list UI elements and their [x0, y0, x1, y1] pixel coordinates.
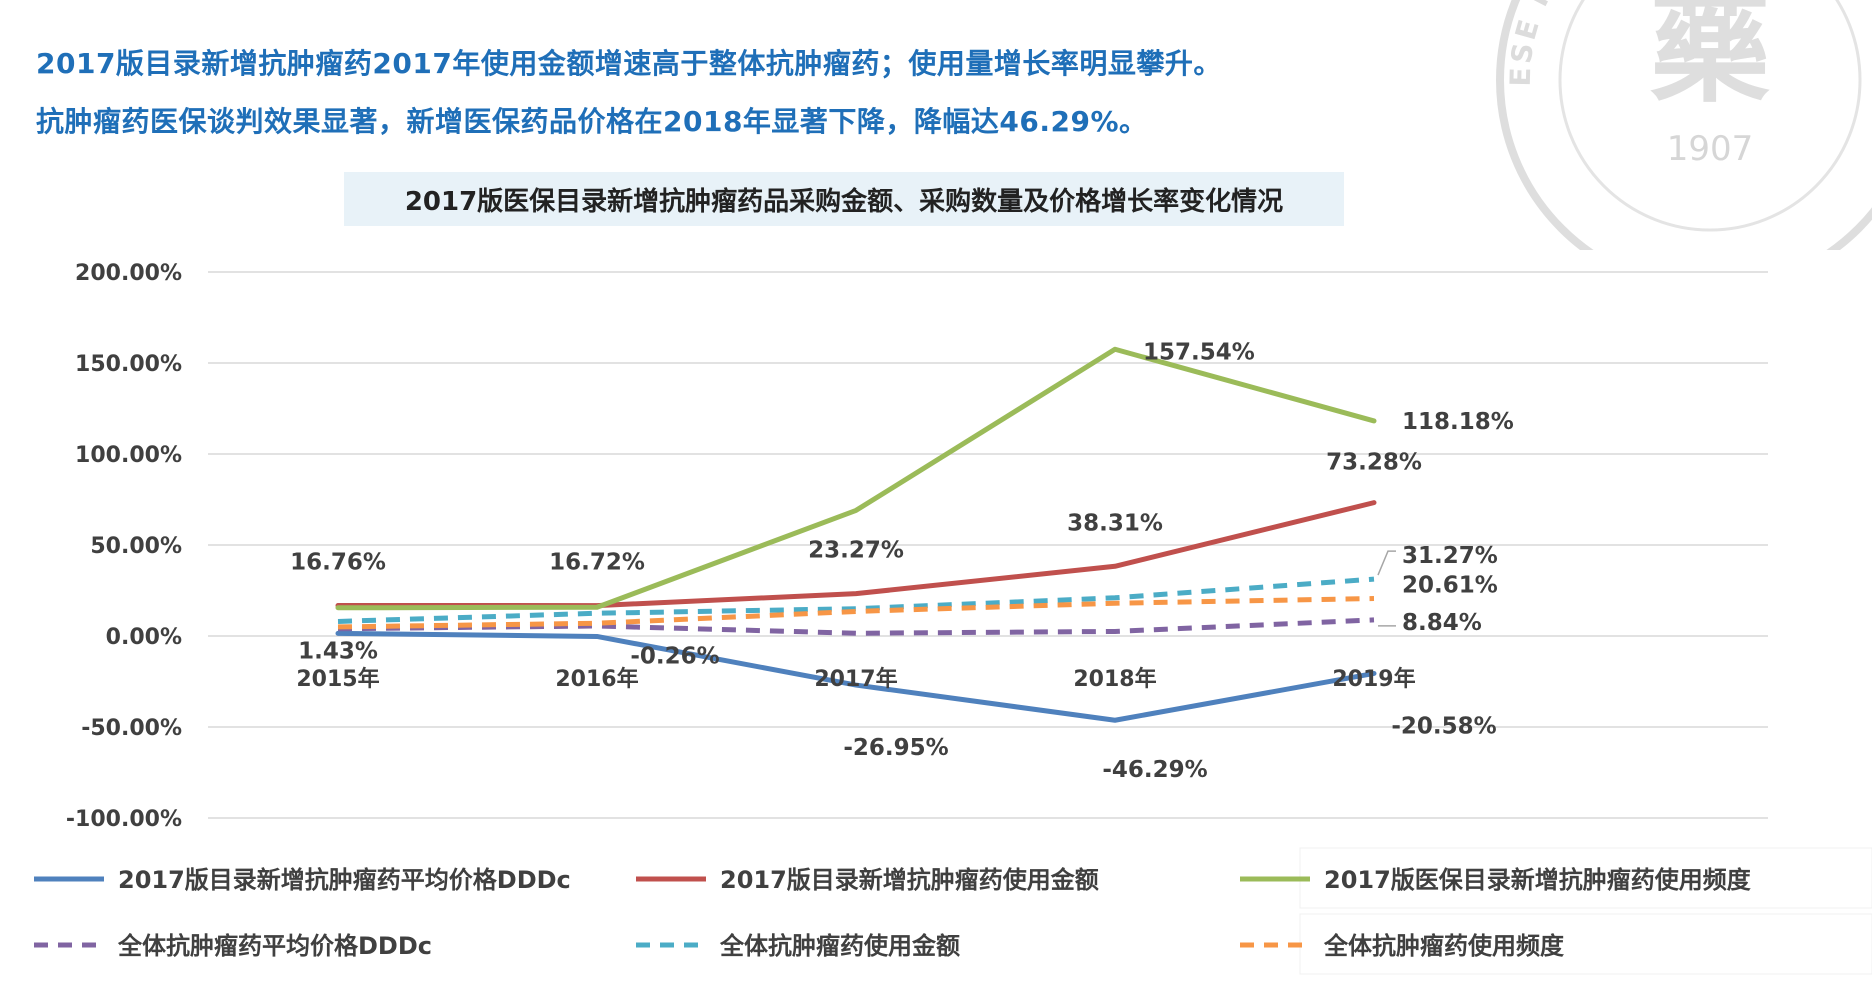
data-labels: 1.43% -0.26% -26.95% -46.29% -20.58% 16.76% 16… — [290, 339, 1514, 783]
x-category-label: 2016年 — [555, 666, 638, 692]
y-tick-label: 200.00% — [75, 261, 182, 286]
data-label: -20.58% — [1391, 713, 1496, 739]
seal-year: 1907 — [1667, 129, 1754, 169]
series-line-6 — [337, 595, 1375, 630]
y-tick-label: 0.00% — [106, 625, 182, 650]
legend-label: 2017版医保目录新增抗肿瘤药使用频度 — [1324, 866, 1752, 894]
y-tick-label: 150.00% — [75, 352, 182, 377]
data-label: 20.61% — [1402, 572, 1498, 598]
headline-line-2: 抗肿瘤药医保谈判效果显著，新增医保药品价格在2018年显著下降，降幅达46.29… — [36, 105, 1148, 138]
data-label: 38.31% — [1067, 510, 1163, 536]
x-category-label: 2019年 — [1332, 666, 1415, 692]
data-label: 8.84% — [1402, 610, 1482, 636]
y-tick-label: -100.00% — [66, 807, 182, 832]
legend-label: 2017版目录新增抗肿瘤药平均价格DDDc — [118, 866, 571, 894]
series-line-5 — [337, 576, 1375, 624]
data-label: 23.27% — [808, 538, 904, 564]
data-label: -46.29% — [1102, 757, 1207, 783]
data-label: 157.54% — [1143, 339, 1255, 365]
grid-lines — [208, 271, 1768, 819]
series-line-3 — [335, 346, 1377, 611]
legend-label: 2017版目录新增抗肿瘤药使用金额 — [720, 866, 1099, 894]
association-seal-watermark: CHINESE PHARMACEUTICAL ASSOCIATION 藥 190… — [1480, 0, 1872, 250]
data-label: 16.72% — [549, 550, 645, 576]
y-axis-labels: 200.00% 150.00% 100.00% 50.00% 0.00% -50.00% -… — [66, 261, 182, 832]
legend-label: 全体抗肿瘤药使用频度 — [1323, 932, 1565, 960]
chart-series — [335, 346, 1377, 723]
data-label: 1.43% — [298, 638, 378, 664]
chart-legend: 2017版目录新增抗肿瘤药平均价格DDDc 2017版目录新增抗肿瘤药使用金额 20… — [34, 847, 1872, 975]
data-label: -26.95% — [843, 735, 948, 761]
leader-line — [1377, 550, 1396, 576]
data-label: 16.76% — [290, 549, 386, 575]
data-label: -0.26% — [630, 643, 719, 669]
data-label: 73.28% — [1326, 450, 1422, 476]
series-line-1 — [335, 630, 1377, 723]
chart-title: 2017版医保目录新增抗肿瘤药品采购金额、采购数量及价格增长率变化情况 — [344, 172, 1344, 226]
legend-label: 全体抗肿瘤药使用金额 — [719, 932, 960, 960]
x-category-label: 2015年 — [296, 666, 379, 692]
headline-line-1: 2017版目录新增抗肿瘤药2017年使用金额增速高于整体抗肿瘤药；使用量增长率明… — [36, 47, 1222, 80]
seal-char: 藥 — [1650, 0, 1770, 119]
y-tick-label: 100.00% — [75, 443, 182, 468]
x-category-label: 2018年 — [1073, 666, 1156, 692]
legend-label: 全体抗肿瘤药平均价格DDDc — [117, 932, 432, 960]
x-category-label: 2017年 — [814, 666, 897, 692]
y-tick-label: 50.00% — [90, 534, 182, 559]
data-label: 31.27% — [1402, 543, 1498, 569]
chart-title-text: 2017版医保目录新增抗肿瘤药品采购金额、采购数量及价格增长率变化情况 — [404, 186, 1284, 217]
data-label: 118.18% — [1402, 409, 1514, 435]
y-tick-label: -50.00% — [81, 716, 182, 741]
x-axis-labels: 2015年 2016年 2017年 2018年 2019年 — [296, 666, 1415, 692]
